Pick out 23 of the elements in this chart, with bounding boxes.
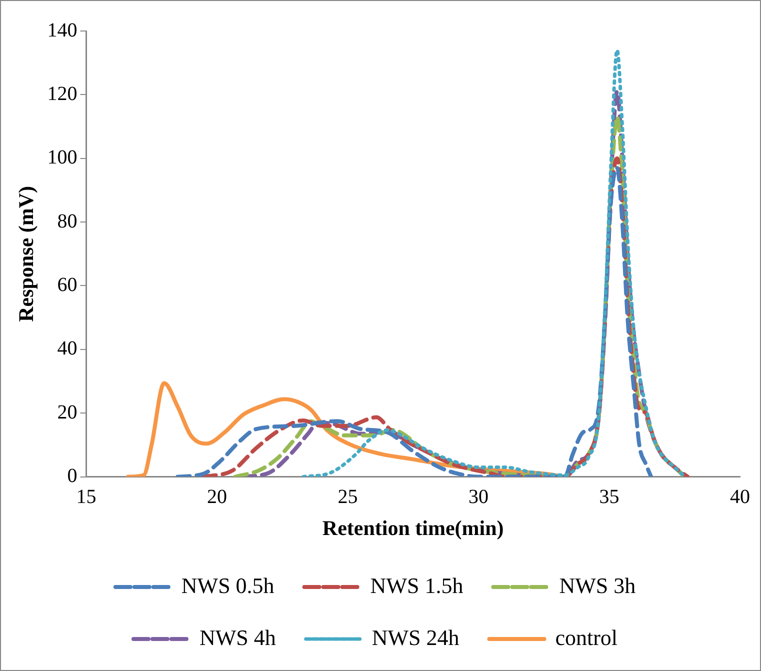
y-tick-label: 120: [47, 82, 78, 105]
y-tick-label: 20: [57, 401, 78, 424]
legend-label: NWS 3h: [559, 572, 636, 598]
x-tick-label: 30: [468, 486, 488, 508]
legend-label: control: [555, 624, 618, 650]
y-axis-title: Response (mV): [14, 186, 38, 322]
legend-label: NWS 1.5h: [370, 572, 464, 598]
x-axis-title: Retention time(min): [322, 516, 504, 540]
y-tick-label: 40: [57, 338, 78, 360]
x-tick-label: 20: [206, 486, 227, 508]
x-tick-label: 25: [338, 486, 358, 508]
legend-label: NWS 0.5h: [181, 572, 274, 598]
x-tick-label: 40: [730, 486, 750, 508]
x-tick-label: 15: [76, 486, 96, 508]
legend-label: NWS 4h: [199, 624, 276, 650]
y-tick-label: 60: [57, 274, 78, 296]
x-tick-label: 35: [599, 486, 620, 508]
line-series: [302, 48, 687, 477]
y-tick-label: 80: [57, 210, 78, 232]
y-tick-label: 0: [67, 465, 78, 488]
y-tick-label: 140: [47, 19, 78, 42]
legend-label: NWS 24h: [372, 624, 460, 650]
y-tick-label: 100: [47, 146, 78, 169]
